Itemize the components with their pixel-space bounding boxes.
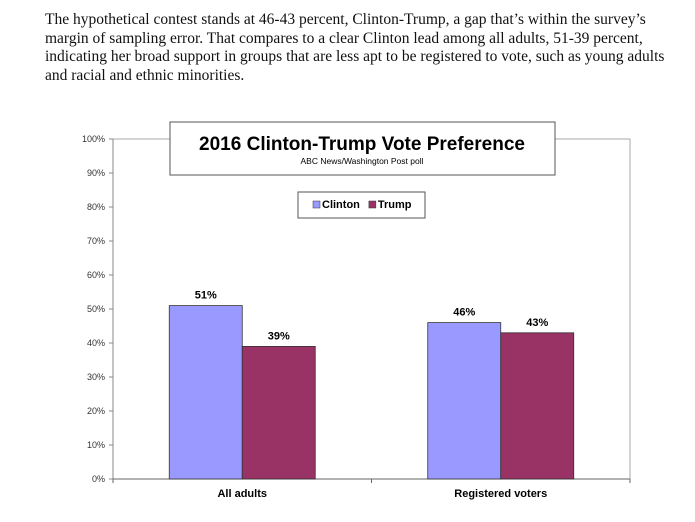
- title-box: [169, 121, 556, 176]
- y-tick-label: 30%: [87, 372, 105, 382]
- legend-swatch-clinton: [312, 200, 321, 209]
- y-tick-label: 60%: [87, 270, 105, 280]
- legend-label: Trump: [378, 199, 412, 211]
- y-tick-label: 50%: [87, 304, 105, 314]
- bar-clinton: [168, 305, 243, 480]
- data-label: 46%: [453, 307, 475, 319]
- chart-title: 2016 Clinton-Trump Vote Preference: [199, 134, 525, 155]
- bar-trump: [241, 345, 316, 480]
- legend-label: Clinton: [322, 199, 360, 211]
- legend-swatch-trump: [368, 200, 377, 209]
- y-tick-label: 10%: [87, 440, 105, 450]
- y-tick-label: 80%: [87, 202, 105, 212]
- legend: Clinton Trump: [297, 191, 426, 219]
- x-tick-label: Registered voters: [454, 488, 547, 500]
- y-tick-label: 40%: [87, 338, 105, 348]
- y-tick-label: 0%: [92, 474, 105, 484]
- x-tick-label: All adults: [217, 488, 267, 500]
- bar-clinton: [427, 322, 502, 480]
- data-label: 39%: [268, 330, 290, 342]
- y-tick-label: 90%: [87, 168, 105, 178]
- body-paragraph: The hypothetical contest stands at 46-43…: [45, 11, 665, 84]
- bar-trump: [500, 332, 575, 480]
- data-label: 43%: [526, 317, 548, 329]
- chart-subtitle: ABC News/Washington Post poll: [301, 156, 424, 166]
- y-tick-label: 70%: [87, 236, 105, 246]
- y-tick-label: 100%: [82, 134, 105, 144]
- data-label: 51%: [195, 290, 217, 302]
- y-tick-label: 20%: [87, 406, 105, 416]
